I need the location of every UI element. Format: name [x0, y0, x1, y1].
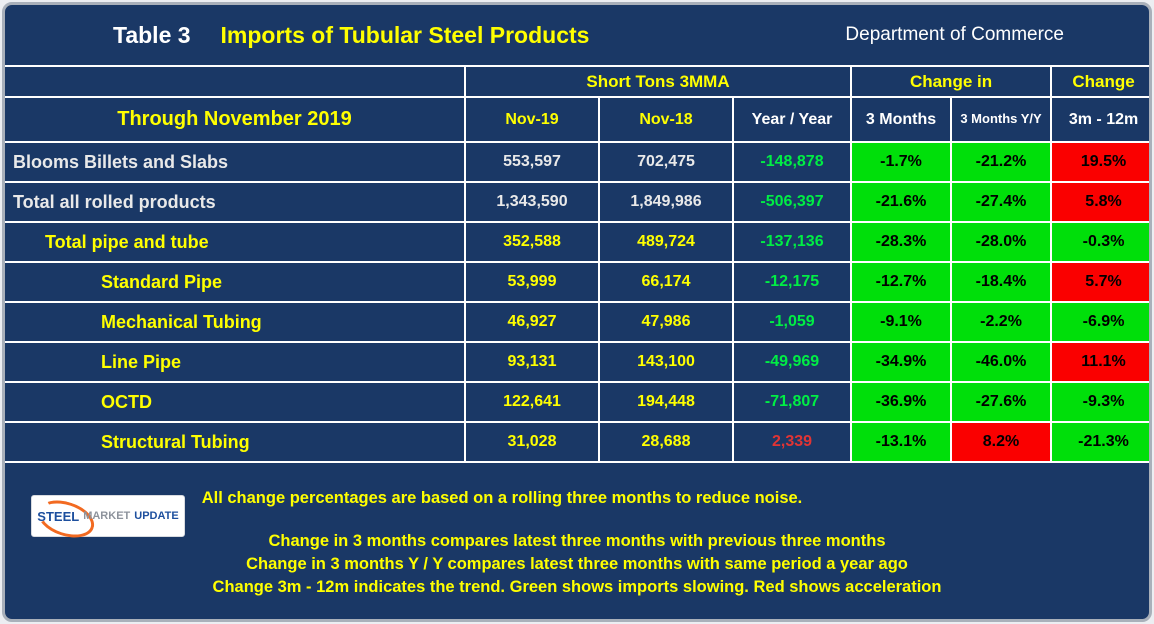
col-header-nov19: Nov-19 — [464, 96, 600, 143]
note-rolling-three-months: All change percentages are based on a ro… — [201, 489, 803, 507]
change-3m-12m-cell: 19.5% — [1050, 141, 1149, 183]
change-3m-cell: -9.1% — [850, 301, 953, 343]
change-3m-yy-cell: -18.4% — [950, 261, 1053, 303]
page-title: Imports of Tubular Steel Products — [220, 21, 590, 48]
row-label: Total all rolled products — [5, 181, 466, 223]
change-3m-yy-cell: -27.6% — [950, 381, 1053, 423]
change-3m-12m-cell: -21.3% — [1050, 421, 1149, 463]
nov19-value: 31,028 — [464, 421, 600, 463]
change-3m-cell: -36.9% — [850, 381, 953, 423]
year-year-value: -506,397 — [731, 181, 853, 223]
change-3m-12m-cell: 11.1% — [1050, 341, 1149, 383]
year-year-value: -137,136 — [731, 221, 853, 263]
year-year-value: -148,878 — [731, 141, 853, 183]
nov18-value: 143,100 — [598, 341, 734, 383]
group-change: Change — [1050, 65, 1149, 98]
year-year-value: 2,339 — [731, 421, 853, 463]
table-row: OCTD 122,641 194,448 -71,807 -36.9% -27.… — [5, 381, 1149, 423]
row-label: Standard Pipe — [5, 261, 466, 303]
col-header-3-months-yy: 3 Months Y/Y — [950, 96, 1053, 143]
logo-word-steel: STEEL — [37, 508, 80, 524]
nov18-value: 28,688 — [598, 421, 734, 463]
row-label: Mechanical Tubing — [5, 301, 466, 343]
group-short-tons: Short Tons 3MMA — [463, 65, 853, 98]
header-group-row: Short Tons 3MMA Change in Change — [5, 65, 1149, 98]
nov18-value: 702,475 — [598, 141, 734, 183]
change-3m-yy-cell: -2.2% — [950, 301, 1053, 343]
change-3m-cell: -21.6% — [850, 181, 953, 223]
nov19-value: 352,588 — [464, 221, 600, 263]
table-row: Total all rolled products 1,343,590 1,84… — [5, 181, 1149, 223]
change-3m-yy-cell: 8.2% — [950, 421, 1053, 463]
nov18-value: 47,986 — [598, 301, 734, 343]
change-3m-cell: -34.9% — [850, 341, 953, 383]
table-row: Line Pipe 93,131 143,100 -49,969 -34.9% … — [5, 341, 1149, 383]
row-label: Blooms Billets and Slabs — [5, 141, 466, 183]
change-3m-yy-cell: -27.4% — [950, 181, 1053, 223]
year-year-value: -71,807 — [731, 381, 853, 423]
note-change-3m-12m: Change 3m - 12m indicates the trend. Gre… — [212, 578, 942, 596]
change-3m-12m-cell: 5.8% — [1050, 181, 1149, 223]
col-header-year-year: Year / Year — [731, 96, 853, 143]
nov19-value: 46,927 — [464, 301, 600, 343]
header-column-row: Through November 2019 Nov-19 Nov-18 Year… — [5, 96, 1149, 143]
change-3m-cell: -13.1% — [850, 421, 953, 463]
change-3m-yy-cell: -28.0% — [950, 221, 1053, 263]
col-header-3m-12m: 3m - 12m — [1050, 96, 1149, 143]
year-year-value: -1,059 — [731, 301, 853, 343]
source-label: Department of Commerce — [845, 24, 1064, 45]
row-label: Total pipe and tube — [5, 221, 466, 263]
nov19-value: 93,131 — [464, 341, 600, 383]
change-3m-12m-cell: -9.3% — [1050, 381, 1149, 423]
logo-word-market: MARKET — [83, 510, 131, 522]
table-number: Table 3 — [113, 21, 191, 48]
period-header: Through November 2019 — [5, 96, 466, 143]
change-3m-12m-cell: -6.9% — [1050, 301, 1149, 343]
logo-word-update: UPDATE — [134, 510, 179, 522]
year-year-value: -12,175 — [731, 261, 853, 303]
change-3m-cell: -28.3% — [850, 221, 953, 263]
change-3m-cell: -1.7% — [850, 141, 953, 183]
change-3m-cell: -12.7% — [850, 261, 953, 303]
year-year-value: -49,969 — [731, 341, 853, 383]
change-3m-12m-cell: 5.7% — [1050, 261, 1149, 303]
nov18-value: 194,448 — [598, 381, 734, 423]
nov18-value: 1,849,986 — [598, 181, 734, 223]
nov19-value: 53,999 — [464, 261, 600, 303]
row-label: Structural Tubing — [5, 421, 466, 463]
col-header-nov18: Nov-18 — [598, 96, 734, 143]
nov19-value: 553,597 — [464, 141, 600, 183]
nov18-value: 66,174 — [598, 261, 734, 303]
imports-table: Short Tons 3MMA Change in Change Through… — [5, 65, 1149, 463]
table-row: Blooms Billets and Slabs 553,597 702,475… — [5, 141, 1149, 183]
table-row: Structural Tubing 31,028 28,688 2,339 -1… — [5, 421, 1149, 463]
note-change-3-months-yy: Change in 3 months Y / Y compares latest… — [246, 555, 908, 573]
change-3m-12m-cell: -0.3% — [1050, 221, 1149, 263]
change-3m-yy-cell: -21.2% — [950, 141, 1053, 183]
nov18-value: 489,724 — [598, 221, 734, 263]
table-row: Total pipe and tube 352,588 489,724 -137… — [5, 221, 1149, 263]
group-change-in: Change in — [850, 65, 1053, 98]
col-header-3-months: 3 Months — [850, 96, 953, 143]
table-row: Standard Pipe 53,999 66,174 -12,175 -12.… — [5, 261, 1149, 303]
title-bar: Table 3 Imports of Tubular Steel Product… — [5, 5, 1149, 65]
row-label: OCTD — [5, 381, 466, 423]
smu-logo: STEEL MARKET UPDATE — [31, 493, 185, 545]
table-row: Mechanical Tubing 46,927 47,986 -1,059 -… — [5, 301, 1149, 343]
change-3m-yy-cell: -46.0% — [950, 341, 1053, 383]
nov19-value: 1,343,590 — [464, 181, 600, 223]
row-label: Line Pipe — [5, 341, 466, 383]
note-change-3-months: Change in 3 months compares latest three… — [268, 532, 886, 550]
nov19-value: 122,641 — [464, 381, 600, 423]
footnotes: All change percentages are based on a ro… — [5, 463, 1149, 599]
header-blank-cell — [5, 65, 466, 98]
